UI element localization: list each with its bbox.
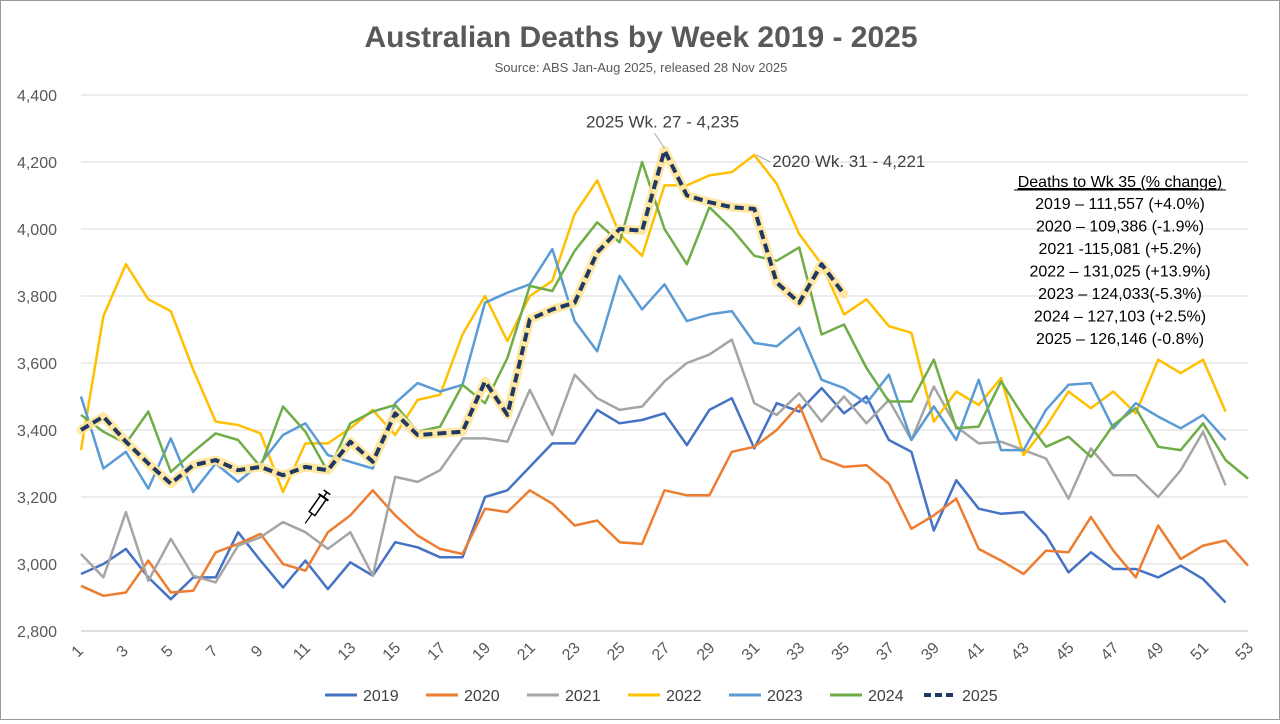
series-2025-glow	[76, 145, 849, 489]
annotation-leader	[756, 154, 771, 163]
summary-line: 2019 – 111,557 (+4.0%)	[1035, 196, 1205, 213]
chart-subtitle: Source: ABS Jan-Aug 2025, released 28 No…	[495, 60, 788, 75]
y-tick-label: 4,000	[17, 222, 57, 239]
x-tick-label: 19	[469, 639, 494, 664]
x-tick-label: 1	[69, 643, 87, 661]
summary-line: 2025 – 126,146 (-0.8%)	[1036, 331, 1204, 348]
x-tick-label: 15	[380, 639, 405, 664]
series-2020-line	[80, 403, 1249, 598]
x-tick-label: 13	[335, 639, 360, 664]
annotation-leader	[654, 132, 665, 149]
legend-label-2022: 2022	[666, 688, 702, 705]
legend-label-2023: 2023	[767, 688, 803, 705]
x-tick-label: 17	[425, 639, 450, 664]
x-tick-label: 41	[963, 639, 988, 664]
x-tick-label: 7	[203, 643, 221, 661]
syringe-icon	[304, 489, 331, 524]
syringe-needle	[304, 513, 313, 524]
series-lines	[76, 145, 1249, 604]
summary-line: 2022 – 131,025 (+13.9%)	[1029, 264, 1210, 281]
legend-label-2024: 2024	[868, 688, 904, 705]
x-tick-label: 29	[694, 639, 719, 664]
syringe-plunger-head	[323, 489, 331, 496]
x-tick-label: 23	[559, 639, 584, 664]
x-tick-label: 33	[784, 639, 809, 664]
y-tick-label: 3,800	[17, 289, 57, 306]
y-tick-label: 4,400	[17, 88, 57, 105]
annotation-2020-peak: 2020 Wk. 31 - 4,221	[772, 152, 925, 171]
x-tick-label: 47	[1098, 639, 1123, 664]
x-tick-label: 39	[918, 639, 943, 664]
y-tick-label: 3,400	[17, 423, 57, 440]
x-tick-label: 37	[873, 639, 898, 664]
legend: 2019 2020 2021 2022 2023 2024 2025	[325, 688, 998, 705]
series-2024-line	[80, 160, 1249, 480]
series-2019-line	[80, 386, 1227, 604]
annotation-2025-peak: 2025 Wk. 27 - 4,235	[586, 112, 739, 131]
x-tick-label: 53	[1233, 639, 1258, 664]
summary-line: 2021 -115,081 (+5.2%)	[1039, 241, 1202, 258]
y-tick-label: 4,200	[17, 155, 57, 172]
x-tick-label: 11	[290, 640, 314, 664]
x-tick-label: 43	[1008, 639, 1033, 664]
x-tick-label: 9	[248, 643, 266, 661]
x-tick-label: 3	[114, 643, 132, 661]
y-axis-ticks: 2,800 3,000 3,200 3,400 3,600 3,800 4,000 4,200…	[17, 88, 57, 641]
legend-label-2019: 2019	[363, 688, 399, 705]
y-tick-label: 3,600	[17, 356, 57, 373]
x-tick-label: 31	[739, 639, 764, 664]
legend-label-2020: 2020	[464, 688, 500, 705]
y-tick-label: 3,200	[17, 490, 57, 507]
x-tick-label: 21	[514, 639, 539, 664]
x-tick-label: 25	[604, 639, 629, 664]
summary-line: 2023 – 124,033(-5.3%)	[1038, 286, 1202, 303]
x-tick-label: 35	[829, 639, 854, 664]
x-tick-label: 51	[1188, 639, 1213, 664]
series-2021-line	[80, 338, 1227, 584]
summary-heading: Deaths to Wk 35 (% change)	[1018, 174, 1223, 191]
legend-label-2021: 2021	[565, 688, 601, 705]
x-axis-ticks: 1 3 5 7 9 11 13 15 17 19 21 23 25 27 29 31 33 35 37 39 41 43 4…	[69, 639, 1258, 664]
x-tick-label: 27	[649, 639, 674, 664]
summary-line: 2020 – 109,386 (-1.9%)	[1036, 219, 1204, 236]
series-2022-line	[79, 153, 1227, 494]
legend-label-2025: 2025	[962, 688, 998, 705]
x-tick-label: 49	[1143, 639, 1168, 664]
annotations: 2025 Wk. 27 - 4,235 2020 Wk. 31 - 4,221	[586, 112, 925, 171]
syringe-icon-shape	[304, 489, 331, 524]
summary-box: Deaths to Wk 35 (% change) 2019 – 111,557…	[1014, 174, 1226, 348]
summary-line: 2024 – 127,103 (+2.5%)	[1034, 309, 1206, 326]
y-tick-label: 2,800	[17, 624, 57, 641]
y-tick-label: 3,000	[17, 557, 57, 574]
chart-title: Australian Deaths by Week 2019 - 2025	[364, 21, 917, 54]
x-tick-label: 45	[1053, 639, 1078, 664]
syringe-plunger	[322, 491, 328, 498]
x-tick-label: 5	[158, 643, 176, 661]
